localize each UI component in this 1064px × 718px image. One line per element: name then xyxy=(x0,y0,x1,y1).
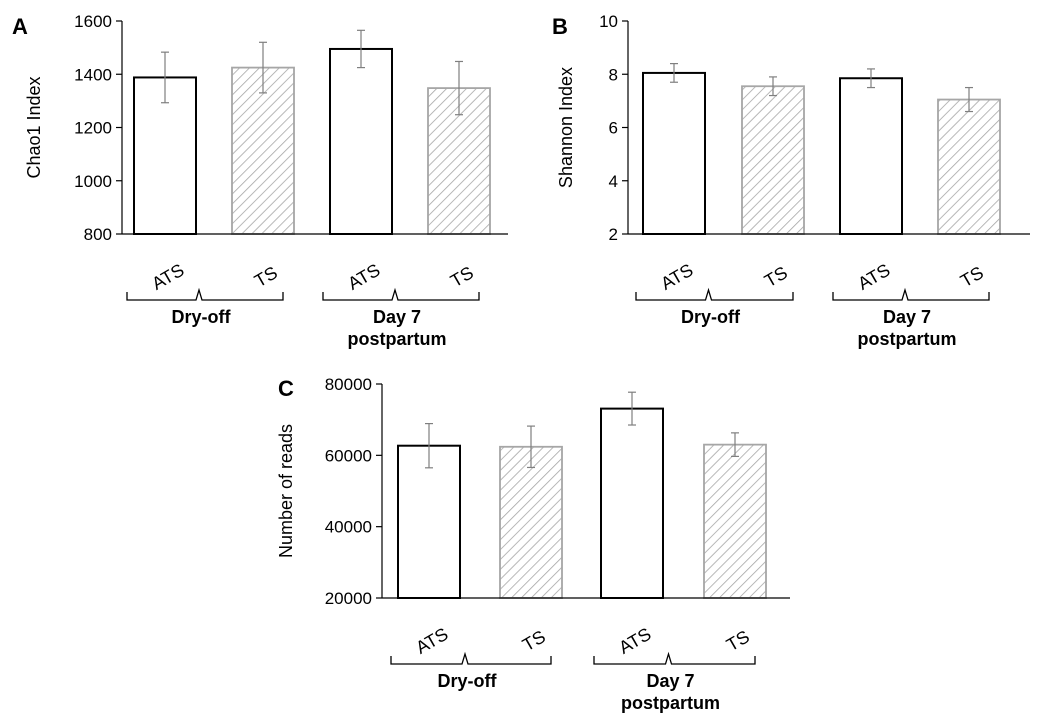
group-bracket xyxy=(390,651,552,665)
y-axis-label: Number of reads xyxy=(276,424,296,558)
chart-panel-b: B Shannon Index 2 4 6 8 10 ATS TS ATS TS Dry-off Day… xyxy=(552,12,1030,349)
y-tick-label: 6 xyxy=(609,119,618,138)
x-category-label: ATS xyxy=(148,260,187,294)
group-label: postpartum xyxy=(858,329,957,349)
group-label: Day 7 xyxy=(373,307,421,327)
x-category-label: TS xyxy=(957,262,987,291)
x-category-label: TS xyxy=(447,262,477,291)
y-tick-label: 8 xyxy=(609,65,618,84)
panel-letter: C xyxy=(278,376,294,401)
x-category-label: TS xyxy=(519,626,549,655)
y-tick-label: 80000 xyxy=(325,375,372,394)
y-tick-label: 1600 xyxy=(74,12,112,31)
bar-open xyxy=(600,407,664,599)
group-bracket xyxy=(322,287,480,301)
group-bracket xyxy=(635,287,794,301)
y-tick-label: 800 xyxy=(84,225,112,244)
x-category-label: TS xyxy=(251,262,281,291)
group-label: postpartum xyxy=(621,693,720,713)
bar-hatched xyxy=(937,98,1001,235)
x-category-label: ATS xyxy=(412,624,451,658)
y-tick-label: 1000 xyxy=(74,172,112,191)
group-bracket xyxy=(126,287,284,301)
y-axis-label: Shannon Index xyxy=(556,67,576,188)
x-category-label: ATS xyxy=(344,260,383,294)
bar-open xyxy=(397,444,461,599)
chart-panel-c: C Number of reads 20000 40000 60000 80000 ATS T… xyxy=(276,375,790,713)
bar-open xyxy=(839,77,903,236)
y-tick-label: 4 xyxy=(609,172,618,191)
group-label: Day 7 xyxy=(883,307,931,327)
group-label: Dry-off xyxy=(438,671,498,691)
group-label: postpartum xyxy=(348,329,447,349)
panel-letter: A xyxy=(12,14,28,39)
group-label: Dry-off xyxy=(681,307,741,327)
y-tick-label: 1400 xyxy=(74,65,112,84)
chart-panel-a: A Chao1 Index 800 1000 1200 1400 1600 ATS TS ATS T… xyxy=(12,12,508,349)
x-category-label: ATS xyxy=(854,260,893,294)
x-category-label: TS xyxy=(761,262,791,291)
bar-hatched xyxy=(703,443,767,599)
y-tick-label: 10 xyxy=(599,12,618,31)
y-tick-label: 2 xyxy=(609,225,618,244)
bar-hatched xyxy=(499,445,563,599)
x-category-label: ATS xyxy=(615,624,654,658)
y-tick-label: 1200 xyxy=(74,119,112,138)
x-category-label: ATS xyxy=(657,260,696,294)
panel-letter: B xyxy=(552,14,568,39)
x-category-label: TS xyxy=(723,626,753,655)
group-bracket xyxy=(832,287,990,301)
y-tick-label: 40000 xyxy=(325,518,372,537)
bar-open xyxy=(642,71,706,235)
y-axis-label: Chao1 Index xyxy=(24,76,44,178)
bar-hatched xyxy=(741,85,805,235)
y-tick-label: 20000 xyxy=(325,589,372,608)
bar-open xyxy=(329,47,393,235)
y-tick-label: 60000 xyxy=(325,446,372,465)
group-bracket xyxy=(593,651,756,665)
group-label: Dry-off xyxy=(172,307,232,327)
group-label: Day 7 xyxy=(646,671,694,691)
